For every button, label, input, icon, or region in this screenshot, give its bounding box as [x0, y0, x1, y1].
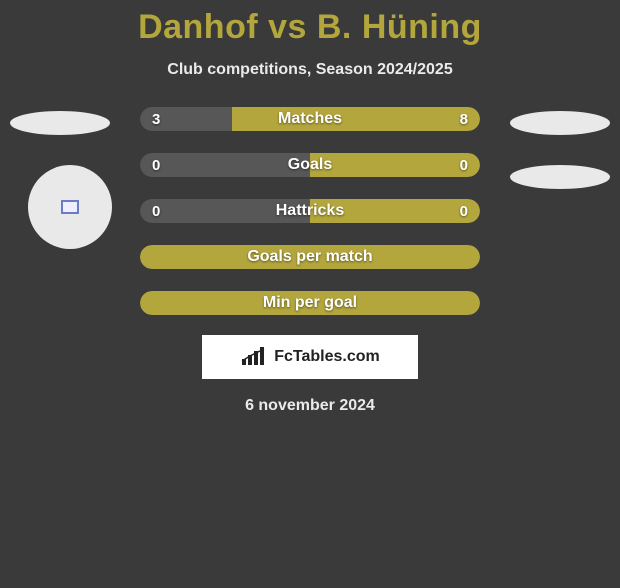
comparison-content: 38Matches 00Goals 00Hattricks Goals per mat… — [0, 107, 620, 315]
bar-label: Goals — [140, 156, 480, 174]
stat-bar: 00Goals — [140, 153, 480, 177]
stat-bar: 00Hattricks — [140, 199, 480, 223]
badge-text: FcTables.com — [274, 348, 380, 366]
page-title: Danhof vs B. Hüning — [0, 8, 620, 47]
bar-label: Matches — [140, 110, 480, 128]
bar-label: Goals per match — [140, 248, 480, 266]
fctables-badge[interactable]: FcTables.com — [202, 335, 418, 379]
bar-label: Hattricks — [140, 202, 480, 220]
player-left-club-badge — [28, 165, 112, 249]
date-text: 6 november 2024 — [0, 397, 620, 415]
stat-bars: 38Matches 00Goals 00Hattricks Goals per mat… — [140, 107, 480, 315]
stat-bar: 38Matches — [140, 107, 480, 131]
subtitle: Club competitions, Season 2024/2025 — [0, 61, 620, 79]
bar-chart-icon — [240, 347, 268, 367]
player-right-club-placeholder — [510, 165, 610, 189]
stat-bar: Min per goal — [140, 291, 480, 315]
player-right-avatar-placeholder — [510, 111, 610, 135]
stat-bar: Goals per match — [140, 245, 480, 269]
player-left-avatar-placeholder — [10, 111, 110, 135]
club-badge-icon — [61, 200, 79, 214]
bar-label: Min per goal — [140, 294, 480, 312]
